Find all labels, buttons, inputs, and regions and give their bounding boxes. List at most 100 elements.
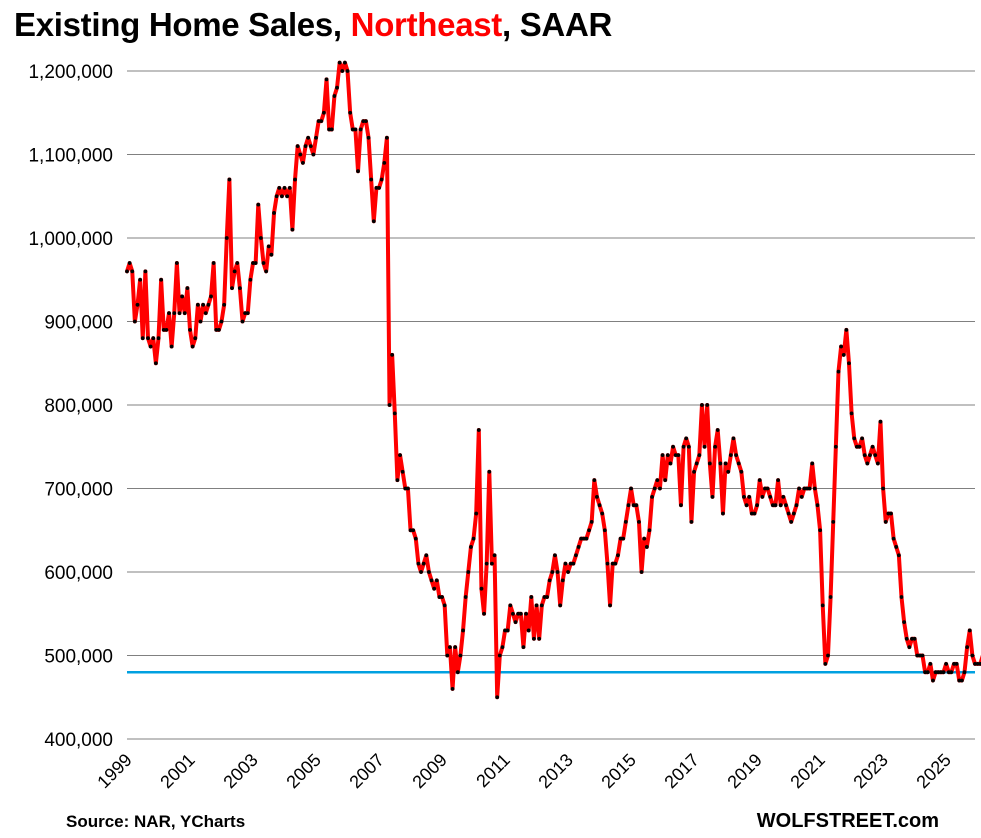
data-point — [429, 578, 434, 583]
data-point — [946, 670, 951, 675]
data-point — [258, 236, 263, 240]
data-point — [965, 645, 970, 650]
data-point — [849, 411, 854, 416]
data-point — [419, 570, 423, 574]
data-point — [466, 570, 471, 574]
data-point — [563, 561, 568, 566]
data-point — [923, 670, 928, 675]
data-point — [797, 486, 801, 491]
data-point — [608, 603, 612, 608]
data-point — [902, 620, 907, 624]
data-point — [216, 327, 221, 332]
data-point — [660, 453, 665, 457]
data-point — [243, 311, 248, 316]
data-point — [844, 327, 849, 332]
y-tick-label: 900,000 — [44, 313, 113, 334]
data-point — [642, 536, 647, 541]
data-point — [358, 127, 363, 132]
data-point — [232, 269, 237, 274]
data-point — [589, 520, 594, 524]
data-point — [878, 419, 883, 424]
data-point — [545, 595, 549, 599]
data-point — [511, 611, 515, 616]
data-point — [264, 269, 269, 274]
data-point — [736, 461, 741, 466]
y-tick-label: 500,000 — [44, 647, 113, 668]
data-point — [366, 135, 371, 140]
data-point — [245, 311, 250, 316]
data-point — [322, 110, 326, 115]
x-tick-label: 2005 — [282, 750, 324, 792]
x-tick-label: 2001 — [156, 750, 198, 792]
data-point — [550, 570, 555, 574]
data-point — [369, 177, 374, 182]
data-point — [476, 428, 481, 432]
data-point — [836, 369, 841, 374]
data-point — [135, 302, 140, 307]
data-point-markers — [125, 60, 981, 700]
data-point — [274, 194, 279, 199]
data-point — [403, 486, 408, 491]
data-point — [820, 603, 825, 608]
x-tick-label: 2021 — [786, 750, 828, 792]
data-point — [534, 603, 539, 608]
data-point — [490, 561, 494, 566]
data-point — [547, 578, 552, 583]
data-point — [818, 528, 822, 533]
data-point — [875, 461, 880, 466]
data-point — [266, 244, 271, 249]
data-point — [371, 219, 376, 224]
data-point — [235, 261, 240, 265]
data-point — [757, 478, 762, 483]
data-point — [684, 436, 689, 441]
data-point — [605, 561, 610, 566]
data-point — [495, 695, 500, 700]
data-point — [432, 586, 437, 591]
data-point — [781, 494, 786, 499]
data-point — [214, 327, 219, 332]
data-point — [571, 561, 576, 566]
data-point — [626, 503, 631, 508]
data-point — [805, 486, 809, 491]
data-point — [899, 595, 904, 599]
data-point — [287, 186, 292, 190]
data-point — [377, 186, 381, 190]
data-point — [513, 620, 518, 624]
data-point — [610, 561, 615, 566]
data-point — [763, 486, 767, 491]
data-point — [553, 553, 557, 558]
data-point — [492, 553, 497, 558]
data-point — [140, 336, 145, 341]
data-point — [668, 461, 673, 466]
data-point — [295, 144, 300, 149]
data-point — [314, 135, 318, 140]
data-point — [182, 311, 187, 316]
data-point — [673, 453, 678, 457]
data-point — [130, 269, 135, 274]
data-point — [747, 494, 752, 499]
data-point — [770, 503, 775, 508]
data-point — [167, 311, 171, 316]
data-point — [411, 528, 416, 533]
series-group — [125, 60, 981, 700]
data-point — [896, 553, 901, 558]
data-point — [479, 586, 484, 591]
data-point — [329, 127, 334, 132]
data-point — [487, 469, 492, 474]
data-point — [700, 403, 704, 407]
data-point — [671, 444, 675, 449]
data-point — [206, 302, 211, 307]
data-point — [910, 636, 914, 641]
data-point — [505, 628, 510, 633]
data-point — [931, 678, 935, 683]
data-point — [500, 645, 505, 650]
data-point — [904, 636, 909, 641]
data-point — [789, 520, 794, 524]
data-point — [839, 344, 844, 349]
data-point — [159, 277, 164, 282]
data-point — [290, 227, 295, 232]
data-point — [282, 186, 287, 190]
data-point — [634, 503, 639, 508]
data-point — [558, 603, 563, 608]
data-point — [146, 336, 150, 341]
